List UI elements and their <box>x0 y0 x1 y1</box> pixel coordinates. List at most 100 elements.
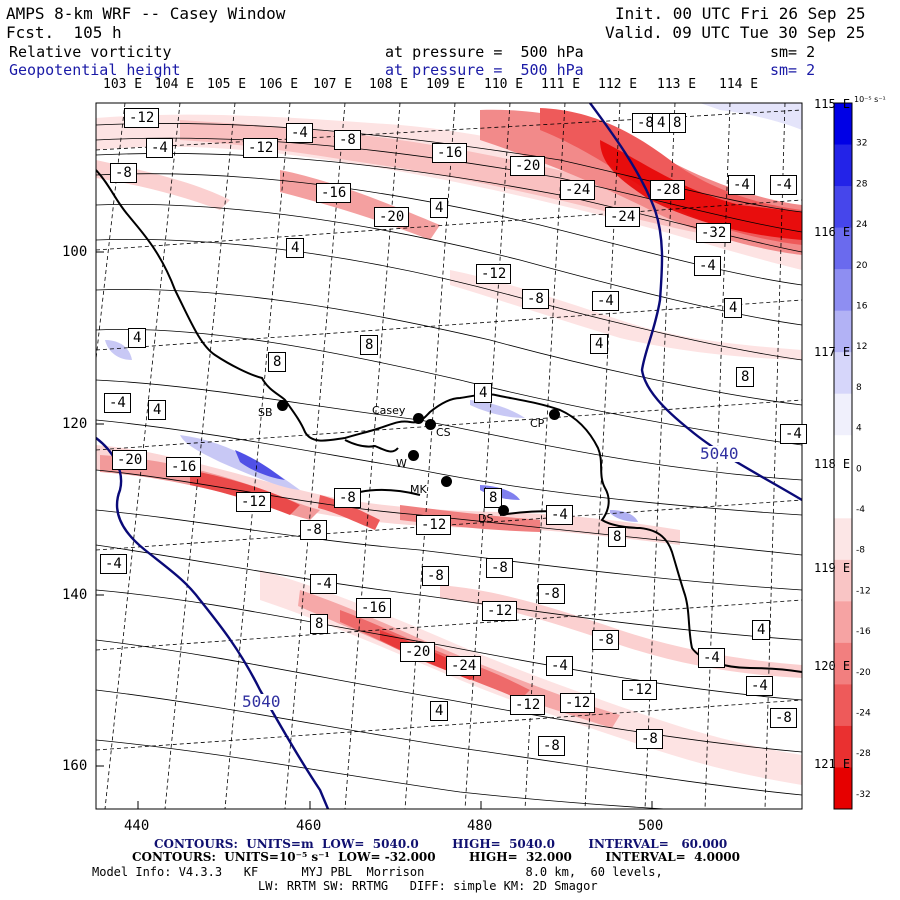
contour-label: -16 <box>166 457 202 477</box>
station-label: W <box>396 457 407 470</box>
station-label: CP <box>530 417 545 430</box>
contour-label: -8 <box>422 566 449 586</box>
contour-label: -8 <box>334 130 361 150</box>
contour-label: 4 <box>128 328 147 348</box>
station-dot <box>413 413 424 424</box>
colorbar-swatch <box>834 186 852 229</box>
top-lon-label: 108 E <box>369 77 409 92</box>
contour-label: -4 <box>546 505 573 525</box>
contour-label: -16 <box>356 598 392 618</box>
colorbar-swatch <box>834 227 852 270</box>
map-plot-area <box>96 103 802 809</box>
field2-smoothing: sm= 2 <box>770 61 816 79</box>
colorbar-swatch <box>834 559 852 602</box>
station-dot <box>408 450 419 461</box>
colorbar-label: -12 <box>856 586 871 596</box>
station-label: DS <box>478 512 494 525</box>
contour-label: 4 <box>286 238 305 258</box>
x-tick-460: 460 <box>296 818 322 834</box>
y-tick-100: 100 <box>62 244 88 260</box>
colorbar-frame <box>833 102 853 810</box>
contour-label: -16 <box>316 183 352 203</box>
plot-frame <box>95 102 803 810</box>
contour-label: 8 <box>608 527 627 547</box>
contour-label: -8 <box>110 163 137 183</box>
right-lon-label: 120 E <box>814 659 851 673</box>
contour-label: -4 <box>770 175 797 195</box>
contour-label: -4 <box>780 424 807 444</box>
contour-label: -12 <box>416 515 452 535</box>
colorbar-label: -8 <box>856 546 865 556</box>
contour-label: -12 <box>482 601 518 621</box>
footer-physics-info: LW: RRTM SW: RRTMG DIFF: simple KM: 2D S… <box>258 879 598 893</box>
plot-title: AMPS 8-km WRF -- Casey Window <box>6 4 286 23</box>
station-dot <box>425 419 436 430</box>
contour-label: -24 <box>446 656 482 676</box>
contour-label: -8 <box>538 736 565 756</box>
contour-label: -8 <box>334 488 361 508</box>
contour-label: -8 <box>592 630 619 650</box>
colorbar-label: -16 <box>856 627 871 637</box>
top-lon-label: 114 E <box>719 77 759 92</box>
contour-label: -12 <box>243 138 279 158</box>
contour-label: -8 <box>538 584 565 604</box>
station-label: MK <box>410 483 427 496</box>
contour-label: -20 <box>374 207 410 227</box>
top-lon-label: 106 E <box>259 77 299 92</box>
footer-height-contours: CONTOURS: UNITS=m LOW= 5040.0 HIGH= 5040… <box>154 837 728 851</box>
colorbar-swatch <box>834 310 852 353</box>
station-label: SB <box>258 406 273 419</box>
colorbar-unit: 10⁻⁵ s⁻¹ <box>854 95 886 104</box>
contour-label: -20 <box>112 450 148 470</box>
colorbar-label: 32 <box>856 139 867 149</box>
colorbar-label: 0 <box>856 464 862 474</box>
contour-label: -12 <box>476 264 512 284</box>
init-time: Init. 00 UTC Fri 26 Sep 25 <box>615 4 866 23</box>
contour-label: -12 <box>510 695 546 715</box>
contour-label: -8 <box>770 708 797 728</box>
top-lon-label: 110 E <box>484 77 524 92</box>
contour-label: -8 <box>522 289 549 309</box>
contour-label: -4 <box>310 574 337 594</box>
top-lon-label: 111 E <box>541 77 581 92</box>
station-dot <box>498 505 509 516</box>
colorbar-label: -32 <box>856 790 871 800</box>
height-label-west: 5040 <box>242 692 281 711</box>
colorbar-swatch <box>834 269 852 312</box>
colorbar-swatch <box>834 476 852 519</box>
contour-label: -12 <box>622 680 658 700</box>
contour-label: -12 <box>124 108 160 128</box>
contour-label: -20 <box>510 156 546 176</box>
colorbar-swatch <box>834 393 852 436</box>
colorbar-label: 16 <box>856 301 868 311</box>
colorbar-swatch <box>834 518 852 561</box>
colorbar-label: -28 <box>856 749 871 759</box>
top-lon-label: 109 E <box>426 77 466 92</box>
y-tick-160: 160 <box>62 758 88 774</box>
colorbar-swatch <box>834 601 852 644</box>
right-lon-label: 119 E <box>814 561 851 575</box>
station-label: CS <box>436 426 451 439</box>
right-lon-label: 116 E <box>814 225 851 239</box>
right-lon-label: 121 E <box>814 757 851 771</box>
contour-label: -4 <box>546 656 573 676</box>
height-label-east: 5040 <box>700 444 739 463</box>
top-lon-label: 103 E <box>103 77 143 92</box>
colorbar-label: 12 <box>856 342 867 352</box>
right-lon-label: 117 E <box>814 345 851 359</box>
valid-time: Valid. 09 UTC Tue 30 Sep 25 <box>605 23 866 42</box>
colorbar-label: -24 <box>856 708 871 718</box>
vorticity-contours <box>96 123 802 809</box>
contour-label: 8 <box>360 335 379 355</box>
contour-label: 4 <box>148 400 167 420</box>
colorbar-swatch <box>834 435 852 478</box>
contour-label: 8 <box>310 614 329 634</box>
y-tick-140: 140 <box>62 587 88 603</box>
contour-label: -12 <box>236 492 272 512</box>
contour-label: 8 <box>668 113 687 133</box>
contour-label: -8 <box>636 729 663 749</box>
colorbar-swatch <box>834 103 852 146</box>
colorbar-swatch <box>834 725 852 768</box>
footer-vorticity-contours: CONTOURS: UNITS=10⁻⁵ s⁻¹ LOW= -32.000 HI… <box>132 850 740 864</box>
x-tick-440: 440 <box>124 818 150 834</box>
